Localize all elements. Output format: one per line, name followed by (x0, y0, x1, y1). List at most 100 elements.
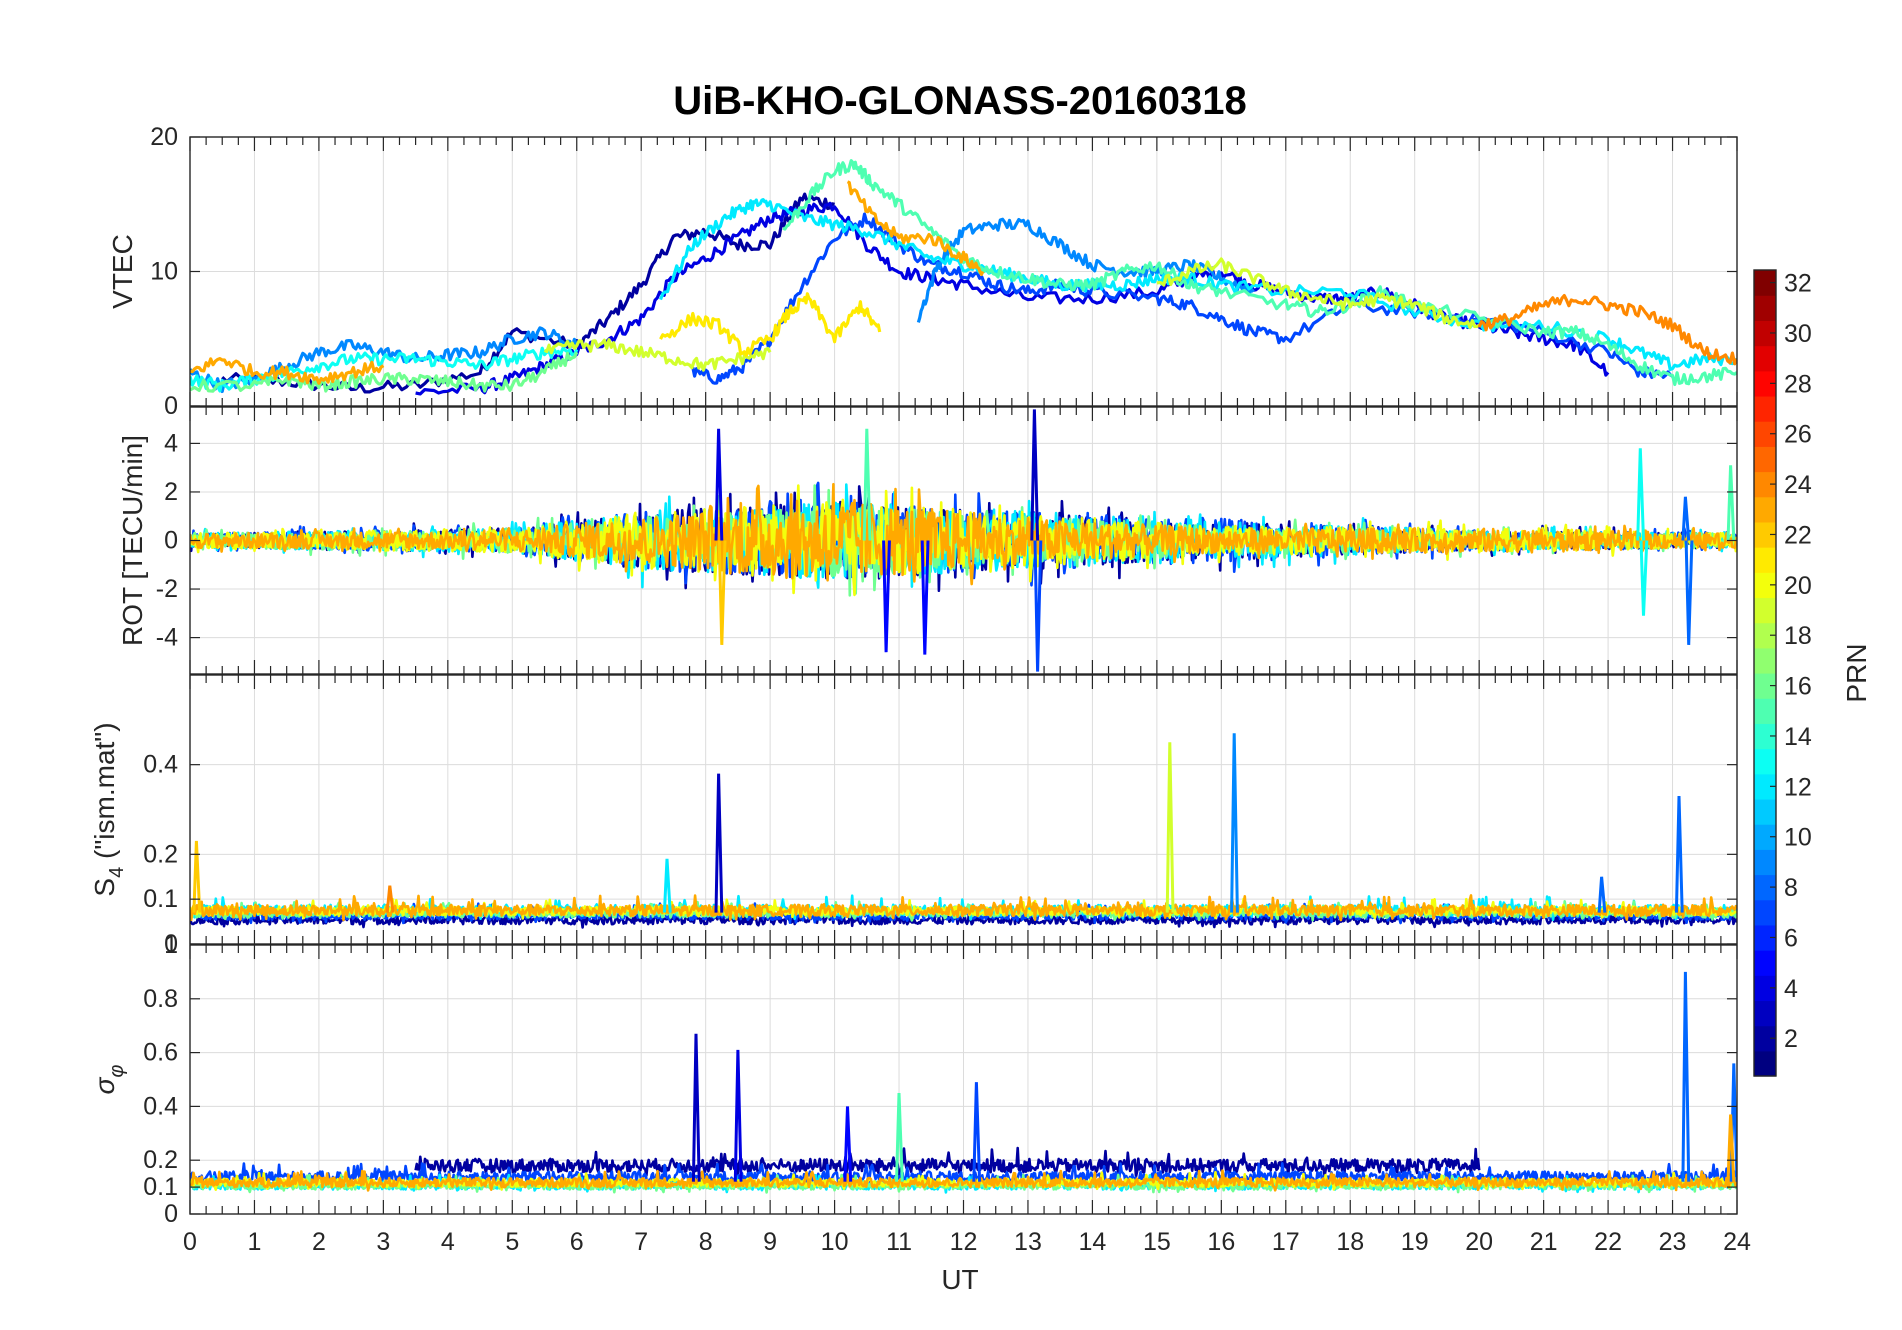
ticks-rot: -4 -2 0 2 4 (156, 407, 1738, 674)
colorbar-band (1754, 446, 1776, 473)
y-tick-label: -2 (156, 575, 178, 603)
colorbar-band (1754, 295, 1776, 321)
vtec-series-prn-15 (782, 159, 1737, 387)
x-tick-label: 10 (821, 1228, 849, 1256)
spike-prn-15 (895, 1092, 904, 1182)
y-axis-label-part: σ (89, 1076, 120, 1094)
x-tick-label: 4 (441, 1228, 455, 1256)
chart-title: UiB-KHO-GLONASS-20160318 (673, 79, 1247, 123)
sigma_phi-series-prn-23 (190, 1169, 1737, 1192)
x-tick-label: 8 (699, 1228, 713, 1256)
spike-prn-5 (882, 540, 891, 653)
y-tick-label: -4 (156, 624, 178, 652)
vtec-series-prn-4 (415, 201, 1610, 396)
panel-rot: -4 -2 0 2 4 ROT [TECU/min] (117, 406, 1738, 675)
rot-series-prn-23 (190, 482, 1737, 586)
x-tick-label: 17 (1272, 1228, 1300, 1256)
x-tick-label: 13 (1014, 1228, 1042, 1256)
colorbar-tick-label: 12 (1784, 773, 1812, 801)
colorbar-band (1754, 370, 1776, 397)
x-tick-label: 12 (950, 1228, 978, 1256)
y-tick-label: 0.8 (143, 985, 178, 1013)
colorbar-band (1754, 547, 1776, 573)
colorbar-band (1754, 849, 1776, 876)
vtec-series-prn-16 (190, 351, 579, 393)
vtec-series-prn-9 (916, 217, 1255, 323)
x-tick-label: 1 (248, 1228, 262, 1256)
y-axis-label-part: 4 (106, 867, 128, 878)
spike-prn-13 (1639, 540, 1649, 616)
colorbar-band (1754, 924, 1776, 951)
spike-prn-22 (717, 540, 727, 645)
spike-prn-24 (385, 885, 395, 913)
colorbar-band (1754, 1000, 1776, 1027)
data-s4 (190, 733, 1737, 929)
colorbar-band (1754, 950, 1776, 976)
spike-prn-15 (862, 428, 872, 541)
y-tick-label: 0.4 (143, 1092, 178, 1120)
spike-prn-3 (714, 773, 724, 913)
spike-prn-4 (714, 428, 724, 541)
vtec-series-prn-23 (190, 357, 385, 385)
y-tick-label: 0.1 (143, 1173, 178, 1201)
colorbar-band (1754, 698, 1776, 724)
colorbar-band (1754, 673, 1776, 699)
x-tick-label: 6 (570, 1228, 584, 1256)
colorbar-band (1754, 421, 1776, 447)
colorbar-label: PRN (1841, 643, 1872, 702)
y-tick-label: 4 (164, 429, 178, 457)
x-tick-label: 2 (312, 1228, 326, 1256)
y-tick-label: 0 (164, 527, 178, 555)
spike-prn-5 (920, 540, 930, 655)
colorbar-band (1754, 824, 1776, 850)
colorbar-band (1754, 521, 1776, 548)
colorbar-tick-label: 30 (1784, 320, 1812, 348)
colorbar-band (1754, 270, 1776, 296)
y-tick-label: 1 (164, 931, 178, 959)
vtec-series-prn-19 (1156, 257, 1480, 329)
x-tick-label: 16 (1207, 1228, 1235, 1256)
spike-prn-13 (1636, 448, 1645, 541)
colorbar-band (1754, 395, 1776, 422)
vtec-series-prn-19 (543, 338, 772, 372)
data-rot (190, 409, 1737, 672)
spike-prn-3 (1030, 409, 1040, 541)
panel-s4: 0 0.1 0.2 0.4 S4 ("ism.mat") (89, 674, 1738, 958)
colorbar-tick-label: 24 (1784, 471, 1812, 499)
colorbar-tick-label: 22 (1784, 521, 1812, 549)
y-tick-label: 20 (150, 123, 178, 151)
colorbar-tick-label: 4 (1784, 975, 1798, 1003)
colorbar-band (1754, 1025, 1776, 1052)
spike-prn-4 (733, 1049, 743, 1182)
y-axis-label-sigma_phi: σφ (89, 1065, 128, 1095)
colorbar-band (1754, 496, 1776, 523)
colorbar-band (1754, 748, 1776, 775)
s4-series-prn-23 (190, 894, 1737, 922)
x-tick-label: 5 (505, 1228, 519, 1256)
x-tick-label: 21 (1530, 1228, 1558, 1256)
colorbar-tick-label: 28 (1784, 370, 1812, 398)
y-axis-label-part: φ (106, 1065, 128, 1078)
spike-prn-23 (1726, 1114, 1736, 1182)
y-tick-label: 0.2 (143, 1146, 178, 1174)
y-axis-label-rot: ROT [TECU/min] (117, 435, 148, 646)
ticks-s4: 0 0.1 0.2 0.4 (143, 675, 1738, 958)
y-axis-label-s4: S4 ("ism.mat") (89, 722, 128, 896)
colorbar-tick-label: 26 (1784, 421, 1812, 449)
spike-prn-8 (1681, 971, 1691, 1182)
colorbar-band (1754, 723, 1776, 750)
x-tick-label: 19 (1401, 1228, 1429, 1256)
y-tick-label: 2 (164, 478, 178, 506)
x-tick-label: 15 (1143, 1228, 1171, 1256)
colorbar-band (1754, 471, 1776, 498)
colorbar-band (1754, 1050, 1776, 1077)
data-sigma_phi (190, 971, 1737, 1194)
spike-prn-7 (972, 1082, 982, 1182)
colorbar-tick-label: 14 (1784, 723, 1812, 751)
x-tick-label: 22 (1594, 1228, 1622, 1256)
vtec-series-prn-24 (1477, 294, 1737, 366)
spike-prn-22 (192, 840, 202, 913)
y-tick-label: 0.1 (143, 885, 178, 913)
